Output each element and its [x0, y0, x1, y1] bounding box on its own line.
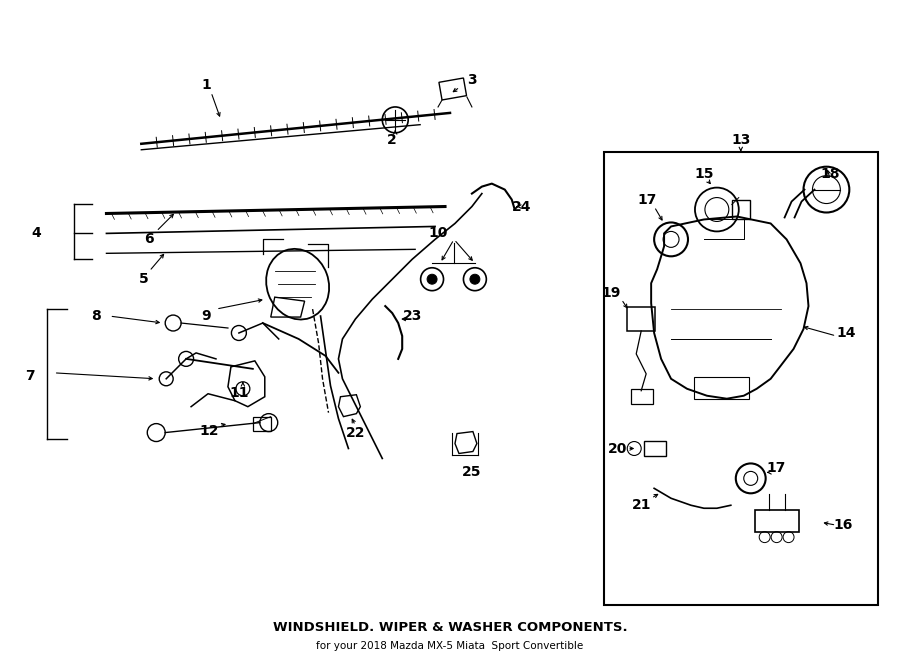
Text: 19: 19 [601, 286, 621, 300]
Text: 14: 14 [837, 326, 856, 340]
Text: 3: 3 [467, 73, 477, 87]
Text: 11: 11 [230, 386, 248, 400]
Text: 25: 25 [463, 465, 482, 479]
Text: 15: 15 [694, 167, 714, 180]
Text: 18: 18 [821, 167, 840, 180]
Bar [627, 307, 655, 331]
Text: 17: 17 [767, 461, 787, 475]
Bar [732, 200, 750, 219]
Bar [604, 152, 878, 605]
Text: 24: 24 [512, 200, 531, 214]
Text: WINDSHIELD. WIPER & WASHER COMPONENTS.: WINDSHIELD. WIPER & WASHER COMPONENTS. [273, 621, 627, 635]
Text: 20: 20 [608, 442, 627, 455]
Circle shape [470, 274, 480, 284]
Bar [253, 416, 271, 430]
Text: 13: 13 [731, 133, 751, 147]
Text: 22: 22 [346, 426, 365, 440]
Text: 2: 2 [387, 133, 397, 147]
Bar [755, 510, 798, 532]
Text: 23: 23 [402, 309, 422, 323]
Text: 21: 21 [632, 498, 651, 512]
Bar [631, 389, 653, 404]
Text: 6: 6 [145, 233, 154, 247]
Text: 4: 4 [32, 227, 41, 241]
Text: 12: 12 [199, 424, 219, 438]
Bar [694, 377, 749, 399]
Text: for your 2018 Mazda MX-5 Miata  Sport Convertible: for your 2018 Mazda MX-5 Miata Sport Con… [317, 641, 583, 650]
Text: 9: 9 [202, 309, 211, 323]
Text: 5: 5 [139, 272, 148, 286]
Text: 8: 8 [92, 309, 102, 323]
Circle shape [428, 274, 437, 284]
Text: 17: 17 [637, 192, 657, 206]
Text: 7: 7 [25, 369, 34, 383]
Bar [439, 78, 466, 100]
Text: 16: 16 [833, 518, 853, 532]
Text: 1: 1 [202, 78, 211, 92]
Bar [644, 440, 666, 457]
Text: 10: 10 [428, 227, 447, 241]
